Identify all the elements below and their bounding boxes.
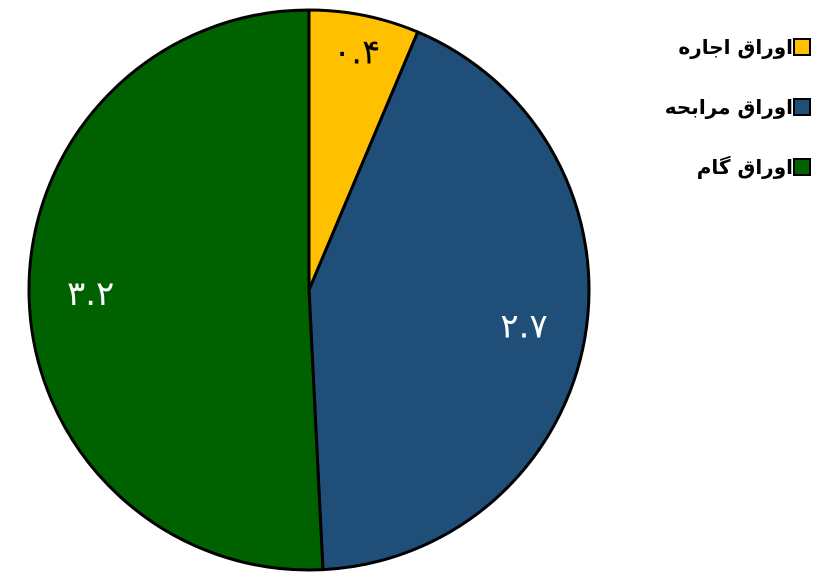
pie-value-label-gam: ۳.۲ bbox=[67, 274, 114, 314]
legend-swatch-morabehe bbox=[793, 98, 811, 116]
pie-value-label-morabehe: ۲.۷ bbox=[500, 306, 547, 346]
pie-slice-ejare bbox=[307, 8, 420, 292]
chart-legend: اوراق اجاره اوراق مرابحه اوراق گام bbox=[600, 30, 815, 210]
legend-item-ejare: اوراق اجاره bbox=[600, 30, 815, 64]
legend-item-morabehe: اوراق مرابحه bbox=[600, 90, 815, 124]
legend-swatch-ejare bbox=[793, 38, 811, 56]
legend-label-gam: اوراق گام bbox=[696, 155, 793, 179]
legend-swatch-gam bbox=[793, 158, 811, 176]
legend-label-ejare: اوراق اجاره bbox=[678, 35, 793, 59]
pie-value-labels: ۰.۴ ۲.۷ ۳.۲ bbox=[67, 32, 548, 346]
pie-slice-gam bbox=[27, 8, 325, 572]
legend-label-morabehe: اوراق مرابحه bbox=[664, 95, 793, 119]
pie-slice-morabehe bbox=[307, 30, 591, 572]
legend-item-gam: اوراق گام bbox=[600, 150, 815, 184]
pie-value-label-ejare: ۰.۴ bbox=[333, 32, 380, 72]
pie-slices bbox=[27, 8, 591, 572]
